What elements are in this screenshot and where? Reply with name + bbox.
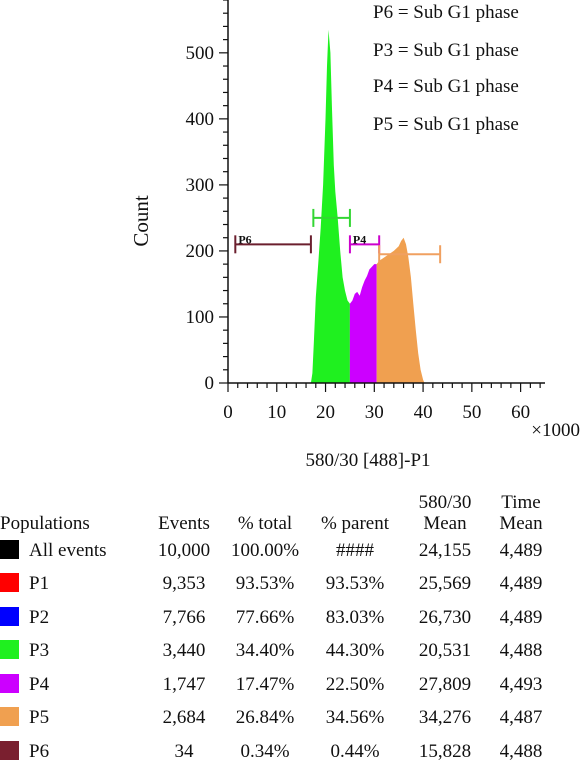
y-tick-label: 300: [186, 175, 215, 196]
x-tick-label: 50: [462, 402, 481, 423]
color-swatch: [0, 640, 19, 660]
y-tick-label: 400: [186, 109, 215, 130]
annotation-p5: P5 = Sub G1 phase: [373, 114, 519, 135]
population-stats-table: Populations Events % total % parent 580/…: [0, 482, 582, 769]
y-tick-label: 100: [186, 307, 215, 328]
x-tick-label: 30: [365, 402, 384, 423]
table-row: All events 10,000 100.00% #### 24,155 4,48…: [0, 534, 554, 568]
color-swatch: [0, 539, 19, 559]
table-row: P5 2,684 26.84% 34.56% 34,276 4,487: [0, 702, 554, 736]
histogram-area-p4: [349, 264, 377, 383]
y-tick-label: 500: [186, 43, 215, 64]
x-tick-label: 20: [316, 402, 335, 423]
annotation-p3: P3 = Sub G1 phase: [373, 40, 519, 61]
chart-svg: P6 P4 0 100 200 300 400 500 0 10 20 30 40 50 60×1000 58…: [129, 0, 580, 470]
header-time-mean: Time Mean: [499, 492, 543, 534]
color-swatch: [0, 707, 19, 727]
histogram-chart: P6 P4 0 100 200 300 400 500 0 10 20 30 40 50 60 ×1000 58…: [129, 0, 580, 470]
color-swatch: [0, 606, 19, 626]
color-swatch: [0, 573, 19, 593]
table-row: P3 3,440 34.40% 44.30% 20,531 4,488: [0, 635, 554, 669]
color-swatch: [0, 740, 19, 760]
table-row: P2 7,766 77.66% 83.03% 26,730 4,489: [0, 601, 554, 635]
x-tick-label: 0: [223, 402, 233, 423]
gate-label-p6: P6: [238, 232, 251, 246]
table-row: P4 1,747 17.47% 22.50% 27,809 4,493: [0, 668, 554, 702]
x-tick-label: 10: [267, 402, 286, 423]
header-percent-parent: % parent: [320, 513, 390, 534]
header-events: Events: [158, 513, 210, 534]
table-row: P6 34 0.34% 0.44% 15,828 4,488: [0, 735, 554, 769]
histogram-area-p3: [310, 29, 350, 383]
x-axis-label: 580/30 [488]-P1: [305, 450, 430, 470]
color-swatch: [0, 673, 19, 693]
table-row: P1 9,353 93.53% 93.53% 25,569 4,489: [0, 568, 554, 602]
header-populations: Populations: [0, 513, 90, 534]
header-fluorescence-mean: 580/30 Mean: [418, 492, 472, 534]
table-header-row: Populations Events % total % parent 580/…: [0, 482, 554, 534]
annotation-p6: P6 = Sub G1 phase: [373, 2, 519, 23]
annotation-p4: P4 = Sub G1 phase: [373, 76, 519, 97]
histogram-area-p5: [376, 237, 425, 383]
y-tick-label: 0: [205, 373, 215, 394]
x-multiplier-label: ×1000: [531, 420, 580, 441]
header-percent-total: % total: [237, 513, 293, 534]
gate-label-p4: P4: [353, 232, 366, 246]
x-tick-label: 60: [511, 402, 530, 423]
x-tick-label: 40: [414, 402, 433, 423]
y-tick-label: 200: [186, 241, 215, 262]
y-axis-label: Count: [129, 195, 153, 247]
